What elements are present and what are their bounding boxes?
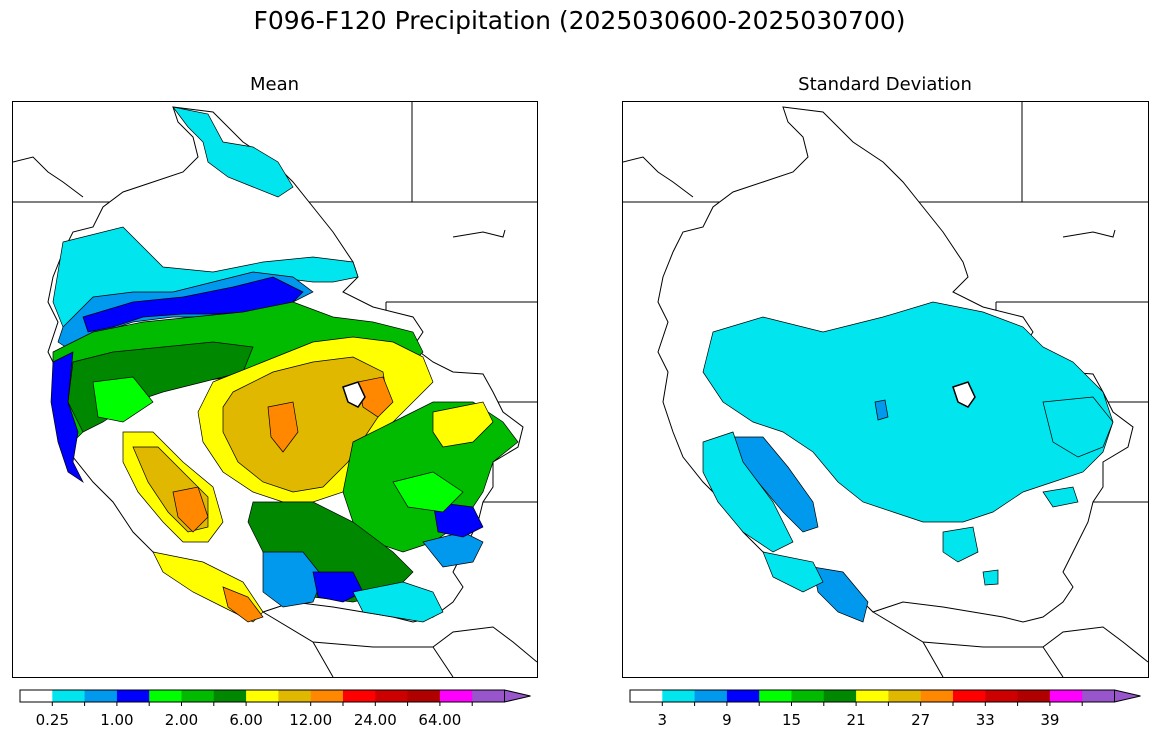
colorbar-swatch <box>246 690 279 702</box>
colorbar-swatch <box>375 690 409 702</box>
colorbar-swatch <box>630 690 663 702</box>
colorbar-swatch <box>310 690 344 702</box>
colorbar-swatch <box>856 690 889 702</box>
colorbar-swatch <box>920 690 954 702</box>
colorbar-swatch <box>694 690 728 702</box>
mean-panel-title: Mean <box>249 74 300 95</box>
colorbar-tick-label: 1.00 <box>100 711 134 729</box>
colorbar-swatch <box>149 690 182 702</box>
colorbar-swatch <box>278 690 312 702</box>
colorbar-tick-label: 33 <box>975 711 995 729</box>
colorbar-tick-label: 21 <box>846 711 866 729</box>
colorbar-tick-label: 2.00 <box>164 711 199 729</box>
stddev-map <box>622 101 1149 678</box>
colorbar-swatch <box>84 690 118 702</box>
colorbar-tick-label: 3 <box>657 711 668 729</box>
colorbar-extend-triangle <box>1114 689 1141 703</box>
colorbar-swatch <box>439 690 473 702</box>
colorbar-swatch <box>20 690 53 702</box>
colorbar-swatch <box>759 690 792 702</box>
colorbar-outline <box>629 689 1115 703</box>
colorbar-outline <box>19 689 505 703</box>
colorbar-swatch <box>662 690 696 702</box>
stddev-panel-title: Standard Deviation <box>798 74 972 95</box>
colorbar-swatch <box>985 690 1019 702</box>
colorbar-swatch <box>791 690 825 702</box>
colorbar-swatch <box>343 690 376 702</box>
colorbar-swatch <box>52 690 86 702</box>
colorbar-swatch <box>407 690 441 702</box>
mean-map <box>12 101 538 678</box>
colorbar-swatch <box>823 690 857 702</box>
figure-title: F096-F120 Precipitation (2025030600-2025… <box>253 6 906 35</box>
colorbar-swatch <box>472 690 505 702</box>
colorbar-swatch <box>726 690 760 702</box>
colorbar-swatch <box>116 690 150 702</box>
colorbar-tick-label: 27 <box>911 711 931 729</box>
colorbar-tick-label: 9 <box>722 711 732 729</box>
colorbar-swatch <box>213 690 247 702</box>
colorbar-swatch <box>953 690 986 702</box>
colorbar-tick-label: 39 <box>1040 711 1060 729</box>
colorbar-tick-label: 6.00 <box>229 711 263 729</box>
colorbar-tick-label: 64.00 <box>418 711 462 729</box>
stddev-colorbar <box>629 689 1141 706</box>
mean-colorbar <box>19 689 531 706</box>
colorbar-swatch <box>181 690 215 702</box>
colorbar-extend-triangle <box>504 689 531 703</box>
colorbar-swatch <box>1017 690 1051 702</box>
colorbar-tick-label: 24.00 <box>353 711 397 729</box>
colorbar-swatch <box>888 690 922 702</box>
colorbar-tick-label: 0.25 <box>35 711 69 729</box>
colorbar-tick-label: 15 <box>781 711 802 729</box>
colorbar-tick-label: 12.00 <box>289 711 333 729</box>
colorbar-swatch <box>1082 690 1115 702</box>
colorbars <box>19 689 1141 706</box>
colorbar-swatch <box>1049 690 1083 702</box>
